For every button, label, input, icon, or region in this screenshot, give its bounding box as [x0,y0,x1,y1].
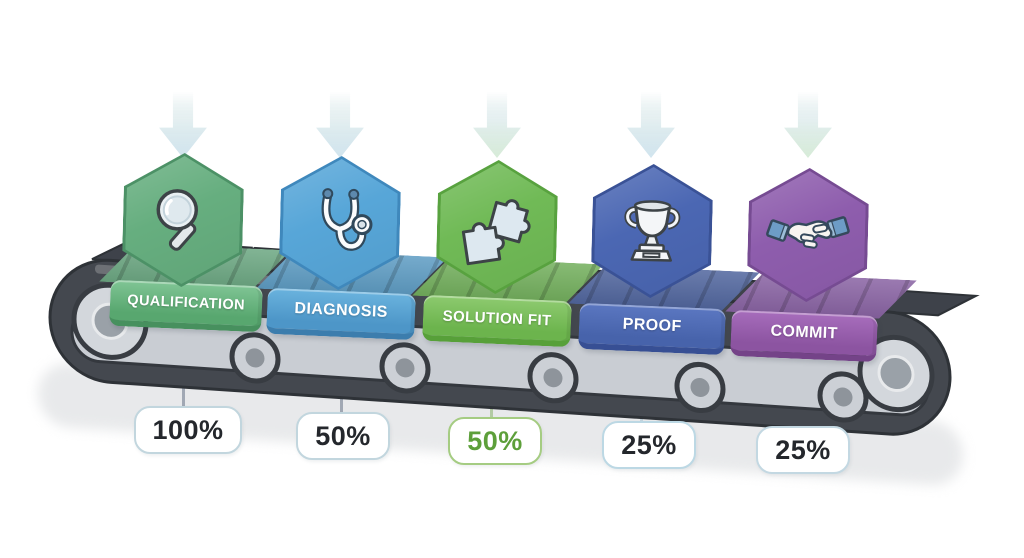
stage-label: PROOF [578,302,726,356]
conversion-pill: 50% [296,412,390,460]
stage-label: COMMIT [730,309,878,363]
stage-label-text: PROOF [622,315,682,336]
hexagon-face [749,170,866,301]
hexagon-face [281,158,398,289]
stage-hexagon [278,154,401,291]
stage-label: QUALIFICATION [109,279,263,333]
hexagon-face [124,155,241,286]
stage-label-text: QUALIFICATION [126,292,246,314]
conversion-value: 25% [621,429,677,460]
handshake-icon [765,194,851,276]
conversion-pill: 25% [756,426,850,474]
stage-hexagon [746,166,869,303]
stethoscope-icon [299,182,381,264]
stage-hexagon [435,158,558,295]
hexagon-face [593,166,710,297]
trophy-icon [611,190,693,272]
stage-label-text: COMMIT [770,322,839,343]
belt-roller-right [857,334,935,413]
stage-label: DIAGNOSIS [266,287,416,341]
stage-hexagon [121,151,244,288]
belt-wheels [229,332,869,423]
conversion-value: 25% [775,434,831,465]
stage-label-text: SOLUTION FIT [442,307,552,329]
puzzle-icon [456,186,538,268]
conversion-pill: 100% [134,406,242,454]
magnifier-icon [142,179,224,261]
stage-label: SOLUTION FIT [422,294,572,348]
conversion-value: 50% [315,420,371,451]
stage-label-text: DIAGNOSIS [294,299,389,322]
conversion-pill: 25% [602,421,696,469]
conversion-value: 100% [152,414,224,445]
stage-hexagon [590,162,713,299]
hexagon-face [438,162,555,293]
conversion-value: 50% [467,425,523,456]
conversion-pill: 50% [448,417,542,465]
